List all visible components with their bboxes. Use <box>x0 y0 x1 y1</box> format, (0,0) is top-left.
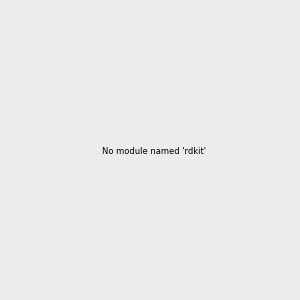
Text: No module named 'rdkit': No module named 'rdkit' <box>102 147 206 156</box>
